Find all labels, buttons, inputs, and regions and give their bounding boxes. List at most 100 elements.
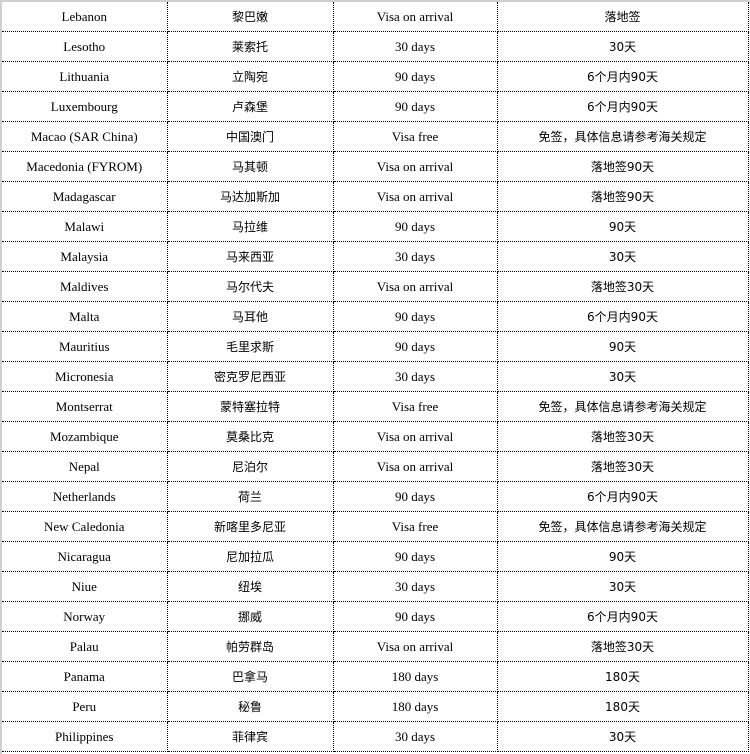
country-zh-cell[interactable]: 毛里求斯 bbox=[166, 331, 334, 362]
country-zh-cell[interactable]: 马尔代夫 bbox=[166, 271, 334, 302]
country-en-cell[interactable]: Malaysia bbox=[2, 241, 168, 272]
country-en-cell[interactable]: Lithuania bbox=[2, 61, 168, 92]
visa-note-cell[interactable]: 6个月内90天 bbox=[496, 301, 749, 332]
country-zh-cell[interactable]: 尼泊尔 bbox=[166, 451, 334, 482]
country-zh-cell[interactable]: 马来西亚 bbox=[166, 241, 334, 272]
country-zh-cell[interactable]: 新喀里多尼亚 bbox=[166, 511, 334, 542]
visa-note-cell[interactable]: 免签，具体信息请参考海关规定 bbox=[496, 391, 749, 422]
visa-note-cell[interactable]: 90天 bbox=[496, 211, 749, 242]
visa-note-cell[interactable]: 90天 bbox=[496, 541, 749, 572]
visa-type-cell[interactable]: 30 days bbox=[332, 721, 498, 752]
visa-type-cell[interactable]: 30 days bbox=[332, 241, 498, 272]
visa-type-cell[interactable]: 180 days bbox=[332, 661, 498, 692]
visa-note-cell[interactable]: 30天 bbox=[496, 721, 749, 752]
country-en-cell[interactable]: Macao (SAR China) bbox=[2, 121, 168, 152]
visa-note-cell[interactable]: 30天 bbox=[496, 31, 749, 62]
visa-type-cell[interactable]: 90 days bbox=[332, 91, 498, 122]
visa-note-cell[interactable]: 落地签90天 bbox=[496, 181, 749, 212]
visa-note-cell[interactable]: 30天 bbox=[496, 571, 749, 602]
country-en-cell[interactable]: Montserrat bbox=[2, 391, 168, 422]
visa-note-cell[interactable]: 30天 bbox=[496, 361, 749, 392]
visa-note-cell[interactable]: 落地签30天 bbox=[496, 421, 749, 452]
country-en-cell[interactable]: Nepal bbox=[2, 451, 168, 482]
visa-type-cell[interactable]: Visa free bbox=[332, 511, 498, 542]
country-en-cell[interactable]: Mauritius bbox=[2, 331, 168, 362]
visa-note-cell[interactable]: 落地签30天 bbox=[496, 451, 749, 482]
visa-note-cell[interactable]: 180天 bbox=[496, 661, 749, 692]
country-en-cell[interactable]: Panama bbox=[2, 661, 168, 692]
visa-type-cell[interactable]: 90 days bbox=[332, 541, 498, 572]
visa-type-cell[interactable]: Visa on arrival bbox=[332, 451, 498, 482]
visa-type-cell[interactable]: Visa on arrival bbox=[332, 151, 498, 182]
visa-type-cell[interactable]: 90 days bbox=[332, 61, 498, 92]
country-en-cell[interactable]: Norway bbox=[2, 601, 168, 632]
country-en-cell[interactable]: Malta bbox=[2, 301, 168, 332]
country-en-cell[interactable]: Philippines bbox=[2, 721, 168, 752]
visa-note-cell[interactable]: 落地签90天 bbox=[496, 151, 749, 182]
visa-type-cell[interactable]: Visa on arrival bbox=[332, 181, 498, 212]
country-en-cell[interactable]: Nicaragua bbox=[2, 541, 168, 572]
visa-type-cell[interactable]: 30 days bbox=[332, 361, 498, 392]
country-en-cell[interactable]: Madagascar bbox=[2, 181, 168, 212]
visa-note-cell[interactable]: 6个月内90天 bbox=[496, 601, 749, 632]
visa-type-cell[interactable]: Visa on arrival bbox=[332, 271, 498, 302]
country-zh-cell[interactable]: 中国澳门 bbox=[166, 121, 334, 152]
visa-type-cell[interactable]: 90 days bbox=[332, 331, 498, 362]
visa-type-cell[interactable]: 30 days bbox=[332, 571, 498, 602]
country-zh-cell[interactable]: 帕劳群岛 bbox=[166, 631, 334, 662]
visa-type-cell[interactable]: 90 days bbox=[332, 481, 498, 512]
visa-type-cell[interactable]: 90 days bbox=[332, 301, 498, 332]
country-zh-cell[interactable]: 黎巴嫩 bbox=[166, 2, 334, 32]
visa-type-cell[interactable]: 90 days bbox=[332, 601, 498, 632]
country-en-cell[interactable]: Lebanon bbox=[2, 2, 168, 32]
visa-type-cell[interactable]: 90 days bbox=[332, 211, 498, 242]
country-en-cell[interactable]: Micronesia bbox=[2, 361, 168, 392]
visa-type-cell[interactable]: 180 days bbox=[332, 691, 498, 722]
country-en-cell[interactable]: Lesotho bbox=[2, 31, 168, 62]
country-zh-cell[interactable]: 莱索托 bbox=[166, 31, 334, 62]
visa-note-cell[interactable]: 落地签30天 bbox=[496, 631, 749, 662]
visa-note-cell[interactable]: 90天 bbox=[496, 331, 749, 362]
country-zh-cell[interactable]: 蒙特塞拉特 bbox=[166, 391, 334, 422]
visa-type-cell[interactable]: 30 days bbox=[332, 31, 498, 62]
country-zh-cell[interactable]: 卢森堡 bbox=[166, 91, 334, 122]
country-zh-cell[interactable]: 尼加拉瓜 bbox=[166, 541, 334, 572]
visa-note-cell[interactable]: 免签，具体信息请参考海关规定 bbox=[496, 511, 749, 542]
visa-note-cell[interactable]: 免签，具体信息请参考海关规定 bbox=[496, 121, 749, 152]
country-en-cell[interactable]: Luxembourg bbox=[2, 91, 168, 122]
country-en-cell[interactable]: Macedonia (FYROM) bbox=[2, 151, 168, 182]
country-en-cell[interactable]: New Caledonia bbox=[2, 511, 168, 542]
country-en-cell[interactable]: Malawi bbox=[2, 211, 168, 242]
country-en-cell[interactable]: Netherlands bbox=[2, 481, 168, 512]
visa-note-cell[interactable]: 6个月内90天 bbox=[496, 91, 749, 122]
country-zh-cell[interactable]: 巴拿马 bbox=[166, 661, 334, 692]
country-zh-cell[interactable]: 马其顿 bbox=[166, 151, 334, 182]
visa-note-cell[interactable]: 落地签30天 bbox=[496, 271, 749, 302]
country-zh-cell[interactable]: 密克罗尼西亚 bbox=[166, 361, 334, 392]
visa-note-cell[interactable]: 落地签 bbox=[496, 2, 749, 32]
country-zh-cell[interactable]: 纽埃 bbox=[166, 571, 334, 602]
country-zh-cell[interactable]: 秘鲁 bbox=[166, 691, 334, 722]
country-zh-cell[interactable]: 马拉维 bbox=[166, 211, 334, 242]
visa-type-cell[interactable]: Visa free bbox=[332, 121, 498, 152]
visa-note-cell[interactable]: 180天 bbox=[496, 691, 749, 722]
visa-type-cell[interactable]: Visa free bbox=[332, 391, 498, 422]
visa-note-cell[interactable]: 30天 bbox=[496, 241, 749, 272]
visa-note-cell[interactable]: 6个月内90天 bbox=[496, 61, 749, 92]
country-zh-cell[interactable]: 马耳他 bbox=[166, 301, 334, 332]
country-en-cell[interactable]: Palau bbox=[2, 631, 168, 662]
country-zh-cell[interactable]: 菲律宾 bbox=[166, 721, 334, 752]
country-zh-cell[interactable]: 荷兰 bbox=[166, 481, 334, 512]
country-zh-cell[interactable]: 挪威 bbox=[166, 601, 334, 632]
visa-type-cell[interactable]: Visa on arrival bbox=[332, 2, 498, 32]
country-en-cell[interactable]: Mozambique bbox=[2, 421, 168, 452]
country-en-cell[interactable]: Niue bbox=[2, 571, 168, 602]
country-en-cell[interactable]: Peru bbox=[2, 691, 168, 722]
visa-note-cell[interactable]: 6个月内90天 bbox=[496, 481, 749, 512]
country-zh-cell[interactable]: 莫桑比克 bbox=[166, 421, 334, 452]
visa-type-cell[interactable]: Visa on arrival bbox=[332, 421, 498, 452]
country-zh-cell[interactable]: 马达加斯加 bbox=[166, 181, 334, 212]
country-zh-cell[interactable]: 立陶宛 bbox=[166, 61, 334, 92]
visa-type-cell[interactable]: Visa on arrival bbox=[332, 631, 498, 662]
country-en-cell[interactable]: Maldives bbox=[2, 271, 168, 302]
